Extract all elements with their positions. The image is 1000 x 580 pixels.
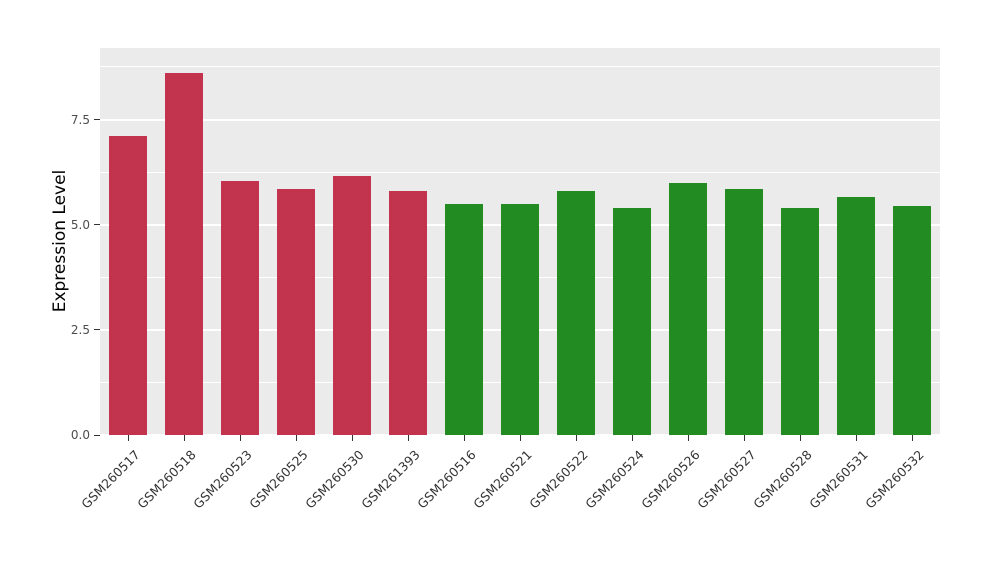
- x-tick-mark: [799, 435, 801, 441]
- x-tick-mark: [911, 435, 913, 441]
- x-tick-label: GSM260532: [862, 447, 927, 512]
- y-tick-label: 7.5: [70, 112, 90, 127]
- bar-GSM260532: [892, 205, 932, 435]
- gridline-minor: [100, 171, 940, 173]
- x-tick-mark: [351, 435, 353, 441]
- x-tick-mark: [575, 435, 577, 441]
- y-tick-mark: [94, 329, 100, 331]
- bar-GSM260523: [220, 180, 260, 435]
- bar-GSM260524: [612, 207, 652, 435]
- bar-GSM260517: [108, 136, 148, 435]
- x-tick-label: GSM260517: [78, 447, 143, 512]
- x-tick-label: GSM260528: [750, 447, 815, 512]
- bar-GSM260526: [668, 182, 708, 435]
- bar-GSM260518: [164, 73, 204, 435]
- x-tick-mark: [519, 435, 521, 441]
- gridline-major: [100, 118, 940, 121]
- y-tick-label: 5.0: [70, 217, 90, 232]
- x-tick-mark: [183, 435, 185, 441]
- x-tick-label: GSM260522: [526, 447, 591, 512]
- bar-GSM261393: [388, 191, 428, 435]
- x-tick-mark: [687, 435, 689, 441]
- bar-GSM260522: [556, 191, 596, 435]
- x-tick-label: GSM260516: [414, 447, 479, 512]
- x-tick-label: GSM260531: [806, 447, 871, 512]
- x-tick-label: GSM260521: [470, 447, 535, 512]
- x-tick-mark: [855, 435, 857, 441]
- x-tick-mark: [743, 435, 745, 441]
- y-tick-mark: [94, 434, 100, 436]
- x-tick-label: GSM260526: [638, 447, 703, 512]
- bar-GSM260527: [724, 188, 764, 435]
- x-tick-mark: [463, 435, 465, 441]
- plot-panel: [100, 48, 940, 436]
- x-tick-mark: [127, 435, 129, 441]
- x-tick-label: GSM260523: [190, 447, 255, 512]
- x-tick-label: GSM260530: [302, 447, 367, 512]
- y-tick-label: 0.0: [70, 428, 90, 442]
- bar-GSM260525: [276, 188, 316, 435]
- x-tick-mark: [239, 435, 241, 441]
- y-axis-title: Expression Level: [50, 169, 70, 313]
- x-tick-mark: [631, 435, 633, 441]
- bar-GSM260516: [444, 203, 484, 435]
- gridline-minor: [100, 66, 940, 68]
- x-tick-mark: [295, 435, 297, 441]
- x-tick-mark: [407, 435, 409, 441]
- y-tick-mark: [94, 224, 100, 226]
- x-tick-label: GSM260518: [134, 447, 199, 512]
- bar-GSM260528: [780, 207, 820, 435]
- bar-GSM260530: [332, 176, 372, 435]
- bar-GSM260531: [836, 197, 876, 435]
- x-tick-label: GSM261393: [358, 447, 423, 512]
- x-tick-label: GSM260525: [246, 447, 311, 512]
- y-tick-label: 2.5: [70, 322, 90, 337]
- x-tick-label: GSM260524: [582, 447, 647, 512]
- bar-GSM260521: [500, 203, 540, 435]
- x-tick-label: GSM260527: [694, 447, 759, 512]
- y-tick-mark: [94, 119, 100, 120]
